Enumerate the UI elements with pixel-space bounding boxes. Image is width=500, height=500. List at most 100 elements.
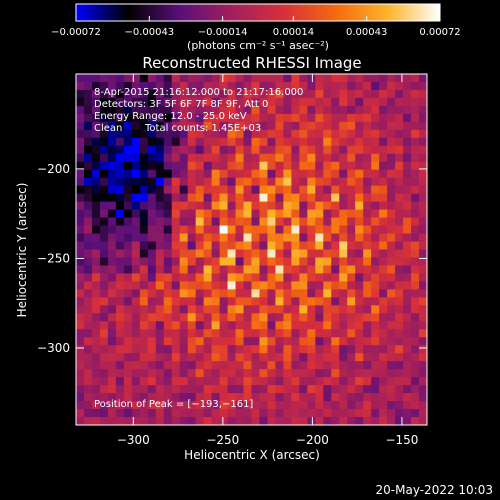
heatmap-cell	[283, 329, 292, 338]
heatmap-cell	[139, 329, 149, 338]
heatmap-cell	[91, 74, 101, 83]
heatmap-cell	[195, 321, 205, 330]
heatmap-cell	[267, 185, 277, 195]
heatmap-cell	[76, 193, 85, 203]
timestamp: 20-May-2022 10:03	[376, 483, 493, 497]
heatmap-cell	[387, 409, 396, 418]
heatmap-cell	[171, 297, 181, 306]
heatmap-cell	[387, 81, 396, 91]
heatmap-cell	[403, 289, 412, 298]
heatmap-cell	[171, 377, 181, 386]
heatmap-cell	[131, 393, 141, 402]
heatmap-cell	[219, 153, 229, 163]
heatmap-cell	[403, 233, 412, 243]
heatmap-cell	[307, 385, 316, 394]
heatmap-cell	[203, 361, 213, 370]
heatmap-cell	[235, 225, 245, 235]
heatmap-cell	[99, 369, 109, 378]
heatmap-cell	[155, 217, 165, 227]
heatmap-cell	[259, 281, 269, 290]
heatmap-cell	[323, 193, 332, 203]
heatmap-cell	[259, 377, 269, 386]
heatmap-cell	[315, 257, 324, 267]
heatmap-cell	[275, 209, 285, 219]
heatmap-cell	[267, 233, 277, 243]
heatmap-cell	[155, 257, 165, 267]
heatmap-cell	[419, 265, 427, 275]
heatmap-cell	[283, 137, 292, 147]
heatmap-cell	[123, 97, 133, 107]
heatmap-cell	[363, 169, 372, 179]
heatmap-cell	[371, 353, 380, 362]
heatmap-cell	[203, 409, 213, 418]
heatmap-cell	[251, 385, 261, 394]
heatmap-cell	[171, 353, 181, 362]
heatmap-cell	[76, 409, 85, 418]
heatmap-cell	[139, 153, 149, 163]
heatmap-cell	[123, 74, 133, 83]
heatmap-cell	[251, 273, 261, 283]
heatmap-cell	[155, 241, 165, 251]
heatmap-cell	[339, 329, 348, 338]
heatmap-cell	[267, 353, 277, 362]
heatmap-cell	[195, 385, 205, 394]
heatmap-cell	[155, 153, 165, 163]
heatmap-cell	[283, 417, 292, 425]
heatmap-cell	[403, 385, 412, 394]
heatmap-cell	[315, 177, 324, 187]
heatmap-cell	[355, 401, 364, 410]
heatmap-cell	[163, 113, 173, 123]
heatmap-cell	[219, 369, 229, 378]
heatmap-cell	[235, 97, 245, 107]
heatmap-cell	[347, 289, 356, 298]
heatmap-cell	[419, 185, 427, 195]
heatmap-cell	[355, 241, 364, 251]
heatmap-cell	[195, 193, 205, 203]
heatmap-cell	[307, 225, 316, 235]
heatmap-cell	[395, 113, 404, 123]
heatmap-cell	[299, 257, 308, 267]
heatmap-cell	[347, 345, 356, 354]
heatmap-cell	[139, 161, 149, 171]
heatmap-cell	[251, 233, 261, 243]
heatmap-cell	[171, 129, 181, 139]
heatmap-cell	[291, 129, 300, 139]
heatmap-cell	[91, 329, 101, 338]
heatmap-cell	[227, 377, 237, 386]
heatmap-cell	[235, 89, 245, 99]
heatmap-cell	[147, 281, 157, 290]
heatmap-cell	[347, 217, 356, 227]
heatmap-cell	[91, 193, 101, 203]
heatmap-cell	[139, 297, 149, 306]
heatmap-cell	[387, 177, 396, 187]
heatmap-cell	[211, 89, 221, 99]
heatmap-cell	[227, 217, 237, 227]
heatmap-cell	[323, 369, 332, 378]
heatmap-cell	[379, 153, 388, 163]
heatmap-cell	[251, 361, 261, 370]
heatmap-cell	[395, 289, 404, 298]
heatmap-cell	[331, 393, 340, 402]
heatmap-cell	[395, 185, 404, 195]
heatmap-cell	[331, 417, 340, 425]
heatmap-cell	[219, 385, 229, 394]
heatmap-cell	[107, 313, 117, 322]
heatmap-cell	[403, 161, 412, 171]
heatmap-cell	[307, 281, 316, 290]
heatmap-cell	[219, 329, 229, 338]
heatmap-cell	[171, 233, 181, 243]
heatmap-cell	[291, 345, 300, 354]
heatmap-cell	[243, 89, 253, 99]
heatmap-cell	[379, 233, 388, 243]
heatmap-cell	[99, 113, 109, 123]
heatmap-cell	[227, 193, 237, 203]
heatmap-cell	[419, 321, 427, 330]
heatmap-cell	[267, 393, 277, 402]
heatmap-cell	[155, 121, 165, 131]
heatmap-cell	[363, 241, 372, 251]
heatmap-cell	[403, 313, 412, 322]
heatmap-cell	[259, 241, 269, 251]
heatmap-cell	[179, 257, 189, 267]
heatmap-cell	[211, 257, 221, 267]
heatmap-cell	[331, 345, 340, 354]
